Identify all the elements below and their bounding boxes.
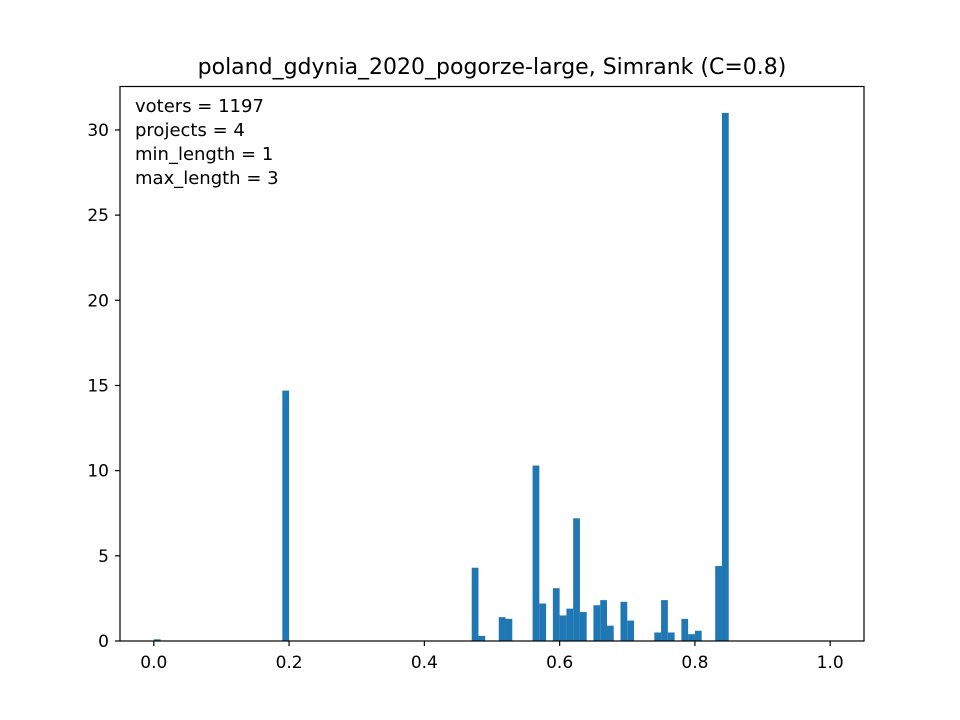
stats-annotations: voters = 1197 projects = 4 min_length = 1 m… xyxy=(135,96,279,189)
plot-frame xyxy=(119,85,865,642)
stats-annotation-line: voters = 1197 xyxy=(135,96,264,117)
histogram-bar xyxy=(721,112,729,641)
histogram-bar xyxy=(539,603,547,641)
x-tick-label: 0.0 xyxy=(140,653,167,673)
y-tick-label: 15 xyxy=(87,376,109,396)
stats-annotation-line: max_length = 3 xyxy=(135,168,279,189)
histogram-bar xyxy=(153,639,161,641)
stats-annotation-line: min_length = 1 xyxy=(135,144,273,165)
histogram-bar xyxy=(566,608,574,641)
histogram-bar xyxy=(532,465,540,641)
histogram-bar xyxy=(627,620,635,641)
x-tick-label: 0.2 xyxy=(276,653,303,673)
histogram-bars xyxy=(153,112,729,641)
x-axis: 0.0 0.2 0.4 0.6 0.8 1.0 xyxy=(140,641,844,673)
histogram-bar xyxy=(654,632,662,641)
histogram-bar xyxy=(505,618,513,641)
y-tick-label: 25 xyxy=(87,206,109,226)
histogram-bar xyxy=(552,588,560,641)
histogram-bar xyxy=(620,601,628,641)
histogram-bar xyxy=(498,617,506,641)
y-tick-label: 10 xyxy=(87,462,109,482)
histogram-bar xyxy=(681,618,689,641)
histogram-bar xyxy=(478,635,486,641)
histogram-bar xyxy=(559,615,567,641)
stats-annotation-line: projects = 4 xyxy=(135,120,245,141)
histogram-bar xyxy=(661,600,668,641)
histogram-bar xyxy=(600,600,607,641)
x-tick-label: 0.4 xyxy=(411,653,438,673)
y-tick-label: 20 xyxy=(87,291,109,311)
histogram-bar xyxy=(715,566,722,641)
histogram-bar xyxy=(667,632,675,641)
histogram-bar xyxy=(688,634,695,641)
x-tick-label: 0.6 xyxy=(546,653,573,673)
y-tick-label: 5 xyxy=(98,547,109,567)
y-tick-label: 30 xyxy=(87,121,109,141)
histogram-bar xyxy=(694,630,702,641)
histogram-bar xyxy=(282,390,290,641)
histogram-bar xyxy=(471,567,479,641)
histogram-bar xyxy=(579,612,587,641)
x-tick-label: 0.8 xyxy=(681,653,708,673)
histogram-bar xyxy=(573,518,580,641)
histogram-bar xyxy=(593,605,601,641)
histogram-bar xyxy=(606,625,614,641)
y-axis: 0 5 10 15 20 25 30 xyxy=(87,121,120,652)
y-tick-label: 0 xyxy=(98,632,109,652)
x-tick-label: 1.0 xyxy=(817,653,844,673)
chart-title: poland_gdynia_2020_pogorze-large, Simran… xyxy=(198,55,787,80)
